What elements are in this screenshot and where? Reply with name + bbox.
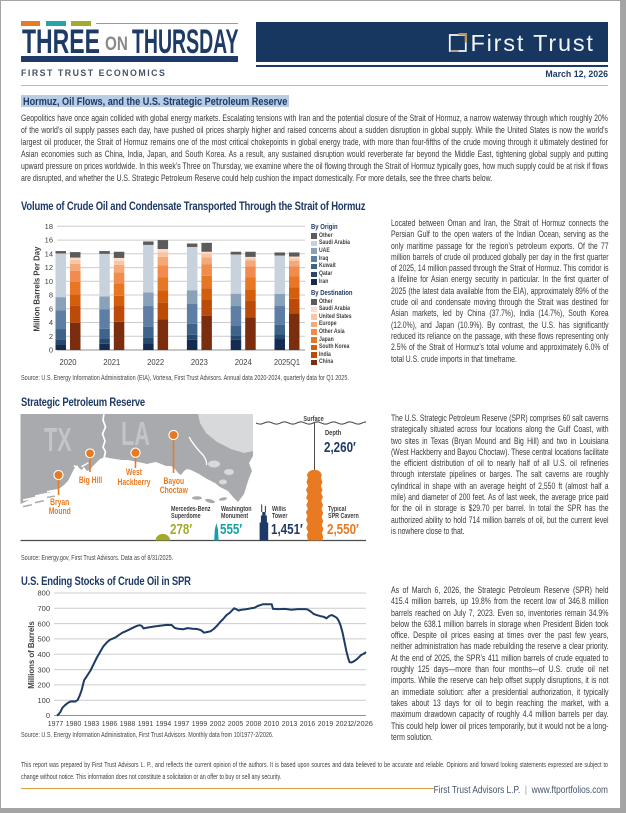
svg-text:2016: 2016: [300, 719, 316, 728]
svg-text:18: 18: [45, 222, 53, 231]
svg-text:1980: 1980: [66, 719, 82, 728]
svg-text:6: 6: [49, 304, 53, 313]
svg-text:1977: 1977: [48, 719, 64, 728]
svg-text:2020: 2020: [60, 358, 78, 367]
svg-text:2: 2: [49, 332, 53, 341]
svg-text:700: 700: [37, 604, 50, 613]
svg-text:600: 600: [37, 619, 50, 628]
svg-text:8: 8: [49, 291, 53, 300]
svg-text:1994: 1994: [156, 719, 172, 728]
svg-text:2008: 2008: [246, 719, 262, 728]
svg-text:200: 200: [37, 681, 50, 690]
svg-text:1983: 1983: [84, 719, 100, 728]
svg-text:1988: 1988: [120, 719, 136, 728]
svg-text:500: 500: [37, 635, 50, 644]
svg-text:14: 14: [45, 249, 53, 258]
svg-text:1997: 1997: [174, 719, 190, 728]
svg-text:2/2026: 2/2026: [350, 719, 373, 728]
svg-text:10: 10: [45, 277, 53, 286]
svg-text:100: 100: [37, 696, 50, 705]
svg-text:2010: 2010: [264, 719, 280, 728]
svg-text:1999: 1999: [192, 719, 208, 728]
svg-text:2022: 2022: [147, 358, 165, 367]
svg-text:0: 0: [46, 711, 50, 720]
svg-text:2019: 2019: [318, 719, 334, 728]
svg-text:2025Q1: 2025Q1: [274, 358, 301, 367]
svg-text:2002: 2002: [210, 719, 226, 728]
svg-text:1986: 1986: [102, 719, 118, 728]
svg-text:Millions of Barrels: Millions of Barrels: [27, 621, 36, 689]
svg-text:2005: 2005: [228, 719, 244, 728]
svg-text:Million Barrels Per Day: Million Barrels Per Day: [33, 246, 42, 332]
svg-text:400: 400: [37, 650, 50, 659]
svg-text:16: 16: [45, 236, 53, 245]
svg-text:0: 0: [49, 346, 53, 355]
svg-text:2021: 2021: [103, 358, 121, 367]
svg-text:1991: 1991: [138, 719, 154, 728]
svg-text:300: 300: [37, 665, 50, 674]
svg-text:2013: 2013: [282, 719, 298, 728]
svg-text:4: 4: [49, 318, 53, 327]
svg-text:2021: 2021: [336, 719, 352, 728]
svg-text:2024: 2024: [235, 358, 253, 367]
svg-text:12: 12: [45, 263, 53, 272]
svg-text:800: 800: [37, 589, 50, 598]
svg-text:2023: 2023: [191, 358, 209, 367]
